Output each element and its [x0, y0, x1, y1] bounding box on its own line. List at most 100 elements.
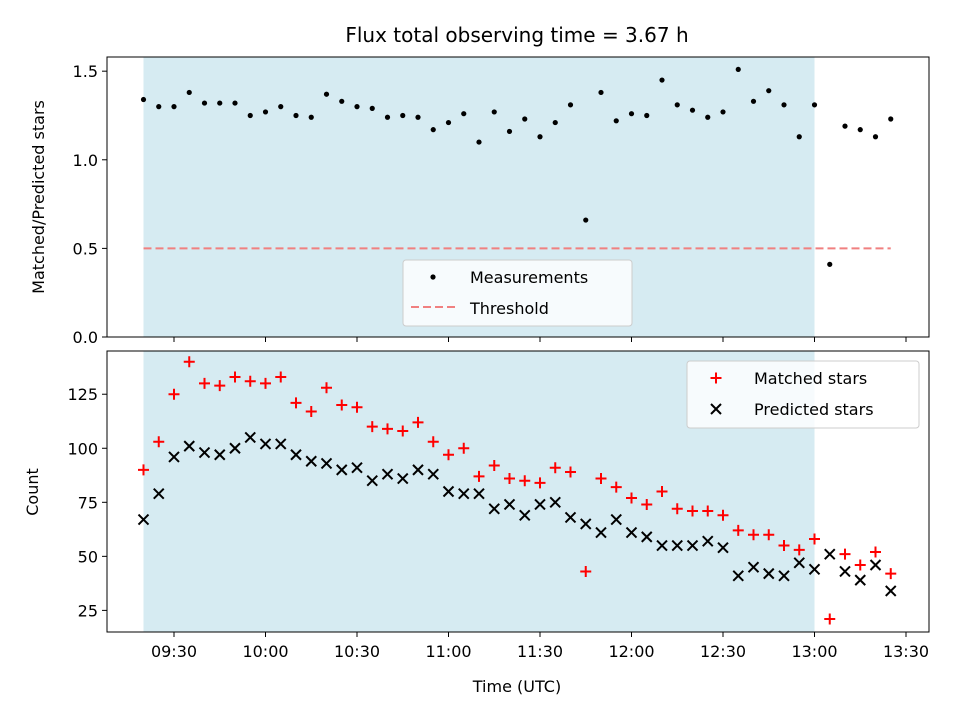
predicted-star-point — [183, 440, 195, 452]
bottom-y-tick-label: 50 — [78, 547, 98, 566]
measurement-point — [186, 89, 192, 96]
x-tick-label: 13:30 — [883, 642, 929, 661]
matched-star-point — [458, 442, 470, 454]
x-tick-label: 12:30 — [700, 642, 746, 661]
predicted-star-point — [458, 487, 470, 500]
predicted-star-point — [671, 539, 683, 552]
predicted-star-point — [397, 472, 409, 485]
measurement-point — [323, 91, 330, 97]
bottom-y-tick-label: 75 — [78, 493, 98, 512]
matched-star-point — [183, 356, 195, 368]
predicted-star-point — [625, 526, 638, 539]
measurement-point — [872, 134, 879, 140]
measurement-point — [720, 109, 726, 115]
predicted-star-point — [259, 438, 272, 450]
matched-star-point — [305, 406, 317, 418]
predicted-star-point — [198, 446, 211, 459]
measurement-point — [842, 123, 848, 129]
legend-marker-measurements — [430, 274, 436, 280]
predicted-star-point — [793, 557, 805, 569]
predicted-star-point — [244, 431, 256, 444]
predicted-star-point — [778, 570, 790, 582]
x-tick-label: 11:00 — [425, 642, 471, 661]
predicted-star-point — [763, 567, 775, 580]
measurement-point — [171, 104, 177, 110]
matched-star-point — [290, 397, 302, 409]
measurement-point — [491, 109, 497, 115]
x-tick-label: 10:00 — [242, 642, 288, 661]
predicted-star-point — [595, 526, 607, 539]
measurement-point — [506, 128, 513, 135]
matched-star-point — [473, 470, 485, 482]
measurement-point — [308, 114, 314, 120]
predicted-star-point — [290, 449, 302, 461]
matched-star-point — [854, 559, 866, 571]
measurement-point — [217, 100, 223, 106]
predicted-star-point — [808, 563, 821, 576]
measurement-point — [766, 88, 772, 94]
top-y-axis-label: Matched/Predicted stars — [29, 100, 48, 294]
matched-star-point — [778, 540, 790, 552]
measurement-point — [750, 98, 757, 104]
predicted-star-point — [564, 511, 577, 524]
predicted-star-point — [503, 498, 516, 511]
matched-star-point — [153, 436, 165, 448]
matched-star-point — [732, 524, 744, 536]
matched-star-point — [138, 464, 149, 476]
predicted-star-point — [854, 574, 866, 586]
measurement-point — [430, 127, 436, 133]
measurement-point — [140, 96, 147, 103]
matched-star-point — [641, 498, 653, 510]
predicted-star-point — [366, 474, 378, 487]
predicted-star-point — [610, 513, 622, 526]
predicted-star-point — [214, 449, 226, 461]
predicted-star-point — [824, 548, 836, 560]
predicted-star-point — [137, 513, 150, 526]
measurement-point — [278, 104, 284, 110]
matched-star-point — [397, 425, 409, 437]
measurement-point — [445, 119, 452, 126]
legend-label-threshold: Threshold — [469, 299, 549, 318]
bottom-panel: 09:30 10:00 10:30 11:00 11:30 12:00 12:30 13:00… — [67, 350, 930, 661]
matched-star-point — [321, 382, 332, 394]
top-y-tick-label: 0.5 — [73, 239, 98, 258]
matched-star-point — [580, 565, 592, 577]
measurement-point — [537, 134, 543, 140]
measurement-point — [857, 127, 863, 133]
top-axes-frame — [106, 56, 930, 338]
matched-star-point — [824, 613, 836, 625]
matched-star-point — [443, 449, 454, 461]
predicted-star-point — [488, 503, 500, 515]
predicted-star-point — [275, 438, 287, 450]
matched-star-point — [366, 421, 378, 433]
predicted-star-point — [885, 585, 897, 597]
bottom-legend-box — [686, 360, 920, 429]
measurement-point — [689, 107, 696, 113]
predicted-star-point — [442, 485, 455, 498]
measurement-point — [674, 102, 680, 108]
predicted-star-point — [305, 455, 317, 467]
predicted-star-point — [839, 565, 851, 578]
bottom-y-axis-label: Count — [23, 468, 42, 516]
predicted-star-point — [412, 464, 424, 476]
x-tick-label: 12:00 — [608, 642, 654, 661]
measurement-point — [811, 102, 818, 108]
measurement-point — [201, 100, 208, 106]
matched-star-point — [717, 509, 729, 521]
matched-star-point — [260, 377, 271, 389]
predicted-star-point — [168, 451, 180, 463]
matched-star-point — [534, 477, 546, 489]
matched-star-point — [382, 423, 393, 435]
measurement-point — [384, 114, 391, 120]
measurement-point — [628, 111, 635, 117]
bottom-y-tick-label: 100 — [67, 439, 98, 458]
measurement-point — [522, 116, 528, 122]
predicted-star-point — [549, 496, 561, 509]
predicted-star-point — [656, 539, 668, 552]
x-tick-label: 11:30 — [517, 642, 563, 661]
legend-label-predicted-stars: Predicted stars — [754, 400, 874, 419]
matched-star-point — [702, 505, 714, 517]
matched-star-point — [244, 375, 256, 387]
